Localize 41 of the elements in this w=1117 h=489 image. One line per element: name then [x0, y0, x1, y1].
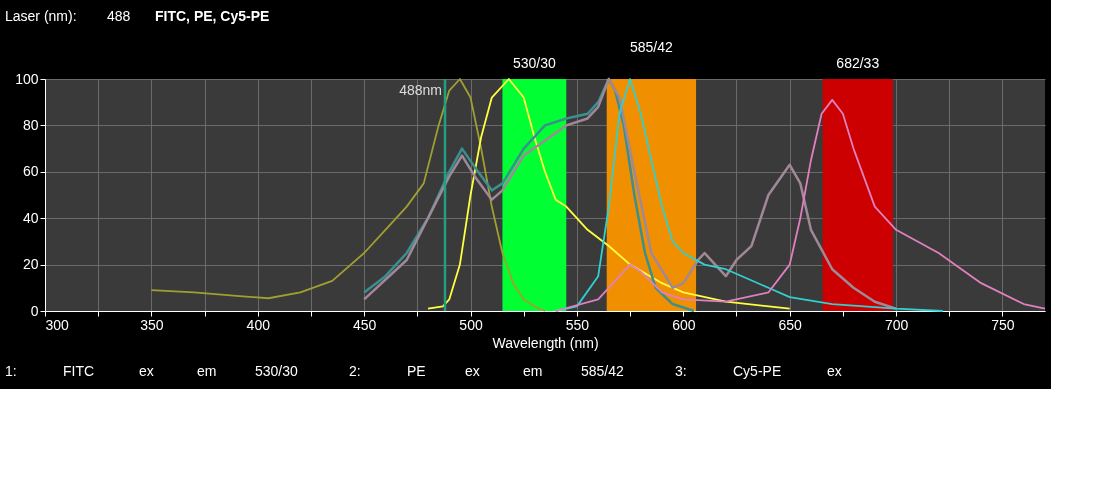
- text: FITC: [63, 363, 95, 379]
- y-tick-label: 0: [30, 302, 39, 319]
- text: em: [197, 363, 217, 379]
- line-series: [150, 78, 546, 312]
- x-tick-label: 700: [884, 316, 909, 333]
- text: 2:: [349, 363, 361, 379]
- x-tick-label: 350: [140, 316, 164, 333]
- text: Laser (nm):: [5, 8, 77, 24]
- line-series: [554, 78, 944, 312]
- band-label: 682/33: [836, 55, 880, 71]
- y-tick-label: 80: [22, 116, 39, 133]
- text: ex: [827, 363, 842, 379]
- band-label: 585/42: [629, 39, 673, 55]
- y-tick-label: 60: [22, 163, 39, 180]
- x-tick-label: 500: [459, 316, 483, 333]
- text: 585/42: [581, 363, 625, 379]
- text: PE: [407, 363, 426, 379]
- x-tick-label: 600: [672, 316, 696, 333]
- band-label: 530/30: [512, 55, 556, 71]
- text: em: [523, 363, 543, 379]
- x-tick-label: 400: [246, 316, 271, 333]
- text: ex: [139, 363, 154, 379]
- text: ex: [465, 363, 480, 379]
- x-tick-label: 650: [778, 316, 803, 333]
- line-series: [362, 77, 898, 310]
- x-tick-label: 300: [45, 316, 70, 333]
- text: 488: [107, 8, 131, 24]
- y-tick-label: 40: [22, 209, 39, 226]
- ref-line-label: 488nm: [399, 82, 442, 98]
- line-series: [554, 98, 1046, 312]
- text: 1:: [5, 363, 17, 379]
- x-tick-label: 750: [991, 316, 1015, 333]
- x-axis-title: Wavelength (nm): [492, 334, 599, 351]
- y-tick-label: 100: [15, 70, 39, 87]
- y-tick-label: 20: [22, 256, 39, 273]
- text: Cy5-PE: [733, 363, 782, 379]
- chart-title: FITC, PE, Cy5-PE: [155, 8, 270, 24]
- x-tick-label: 550: [565, 316, 590, 333]
- x-tick-label: 450: [352, 316, 377, 333]
- text: 3:: [675, 363, 687, 379]
- text: 530/30: [255, 363, 299, 379]
